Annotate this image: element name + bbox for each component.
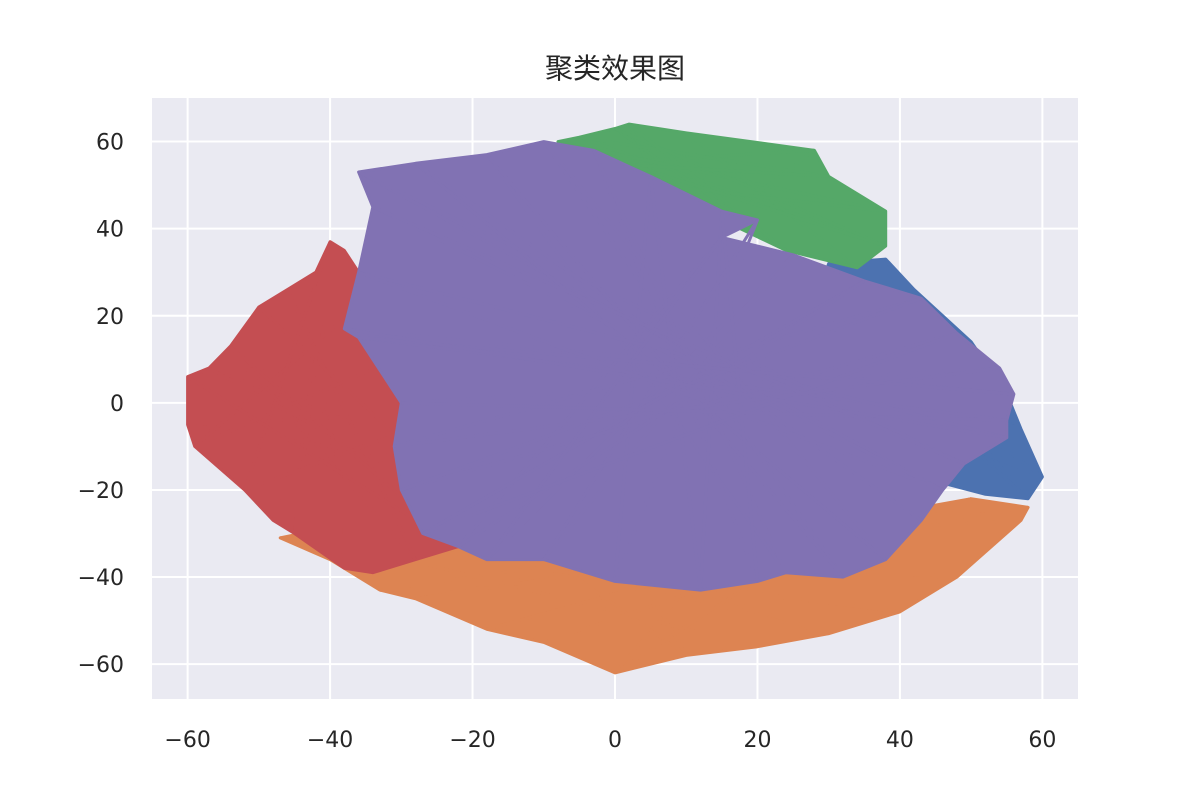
cluster-4-strand — [358, 336, 1007, 422]
cluster-2-strand — [684, 132, 724, 221]
cluster-4-strand — [393, 366, 1000, 448]
y-tick-label: −20 — [78, 479, 124, 504]
cluster-4-strand — [401, 401, 1007, 422]
cluster-3-strand — [285, 289, 375, 574]
cluster-4-strand — [414, 162, 923, 522]
cluster-4 — [342, 140, 1016, 592]
y-axis-ticks: 60 40 20 0 −20 −40 −60 — [78, 131, 124, 679]
cluster-2 — [556, 122, 888, 270]
x-tick-label: −20 — [449, 728, 495, 753]
y-tick-label: −40 — [78, 566, 124, 591]
cluster-4-strand — [358, 336, 1015, 396]
cluster-3-strand — [257, 306, 346, 569]
cluster-3-strand — [285, 288, 417, 561]
y-tick-label: 0 — [110, 392, 124, 417]
x-axis-ticks: −60 −40 −20 0 20 40 60 — [164, 728, 1056, 753]
x-tick-label: 40 — [886, 728, 914, 753]
cluster-2-strand — [627, 123, 660, 186]
cluster-2-strand — [720, 149, 816, 222]
cluster-4-strand — [485, 153, 845, 579]
chart-title: 聚类效果图 — [545, 52, 685, 85]
y-tick-label: −60 — [78, 653, 124, 678]
clusters-layer — [186, 122, 1044, 675]
cluster-2-strand — [578, 135, 887, 248]
cluster-4-strand — [372, 205, 944, 492]
y-tick-label: 20 — [96, 305, 124, 330]
cluster-4-strand — [400, 296, 922, 492]
x-tick-label: −60 — [164, 728, 210, 753]
cluster-4-strand — [344, 327, 1008, 440]
cluster-3-strand — [229, 345, 417, 561]
cluster-2-strand — [628, 122, 787, 252]
cluster-4-strand — [592, 149, 788, 574]
cluster-4-strand — [613, 219, 759, 582]
cluster-4-strand — [485, 153, 788, 574]
cluster-2-strand — [600, 161, 829, 178]
cluster-2-strand — [685, 131, 859, 270]
cluster-4-strand — [372, 205, 965, 466]
cluster-4-strand — [720, 211, 759, 582]
y-tick-label: 40 — [96, 218, 124, 243]
cluster-4-strand — [457, 279, 866, 548]
cluster-4-strand — [358, 270, 1008, 440]
y-tick-label: 60 — [96, 131, 124, 156]
cluster-4-strand — [393, 296, 922, 448]
cluster-4-strand — [358, 270, 944, 492]
cluster-3-strand — [292, 272, 318, 534]
cluster-3-strand — [292, 241, 332, 534]
cluster-4-strand — [422, 331, 958, 535]
cluster-4-strand — [542, 253, 795, 561]
cluster-2-strand — [657, 183, 886, 213]
x-tick-label: 20 — [743, 728, 771, 753]
x-tick-label: −40 — [307, 728, 353, 753]
x-tick-label: 0 — [608, 728, 622, 753]
cluster-4-strand — [421, 279, 866, 535]
cluster-4-strand — [698, 211, 724, 591]
cluster-4-strand — [485, 253, 795, 561]
x-tick-label: 60 — [1028, 728, 1056, 753]
cluster-4-strand — [485, 236, 724, 561]
